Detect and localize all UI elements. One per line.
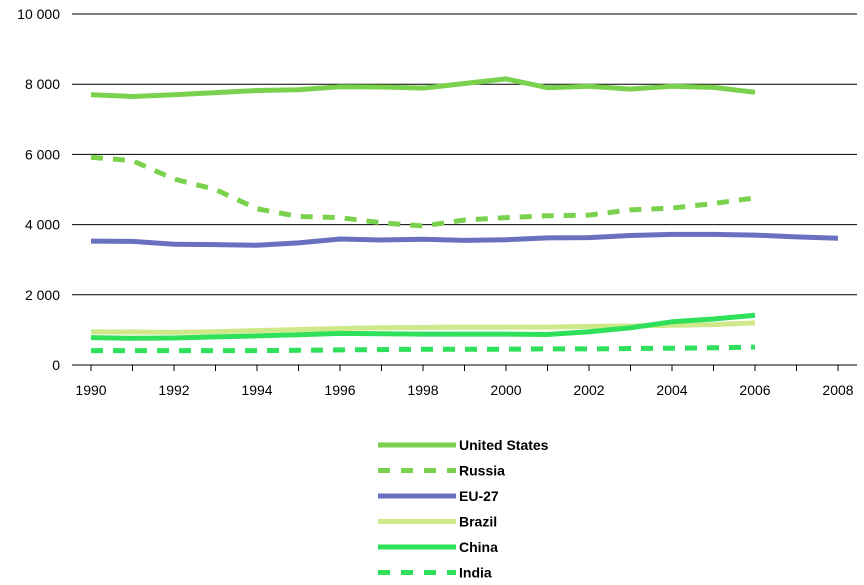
legend-label: EU-27: [459, 488, 499, 504]
gridlines: [72, 13, 857, 296]
series-line-eu-27: [90, 231, 839, 248]
series-line-india: [91, 344, 756, 354]
legend-label: India: [459, 565, 492, 581]
legend: United States Russia EU-27 Brazil China India: [378, 437, 549, 581]
x-tick-label: 1998: [407, 382, 438, 398]
series-lines: [90, 76, 839, 354]
x-tick-label: 2002: [573, 382, 604, 398]
y-tick-label: 0: [52, 357, 60, 373]
x-tick-label: 2008: [822, 382, 853, 398]
series-line-china: [90, 312, 756, 341]
legend-label: China: [459, 539, 498, 555]
x-tick-label: 2000: [490, 382, 521, 398]
y-tick-label: 10 000: [17, 6, 60, 22]
legend-label: United States: [459, 437, 549, 453]
legend-label: Brazil: [459, 514, 497, 530]
y-tick-label: 2 000: [25, 287, 60, 303]
axes: 0 2 000 4 000 6 000 8 000 10 000 1990 1992 1994 1…: [17, 6, 857, 398]
x-tick-label: 1996: [324, 382, 355, 398]
y-tick-label: 4 000: [25, 217, 60, 233]
x-tick-label: 1994: [241, 382, 272, 398]
y-tick-label: 6 000: [25, 146, 60, 162]
y-tick-label: 8 000: [25, 76, 60, 92]
x-tick-label: 2006: [739, 382, 770, 398]
x-tick-label: 1992: [158, 382, 189, 398]
x-tick-label: 2004: [656, 382, 687, 398]
series-line-russia: [90, 154, 756, 229]
series-line-united-states: [90, 76, 756, 99]
x-tick-label: 1990: [75, 382, 106, 398]
legend-label: Russia: [459, 463, 505, 479]
